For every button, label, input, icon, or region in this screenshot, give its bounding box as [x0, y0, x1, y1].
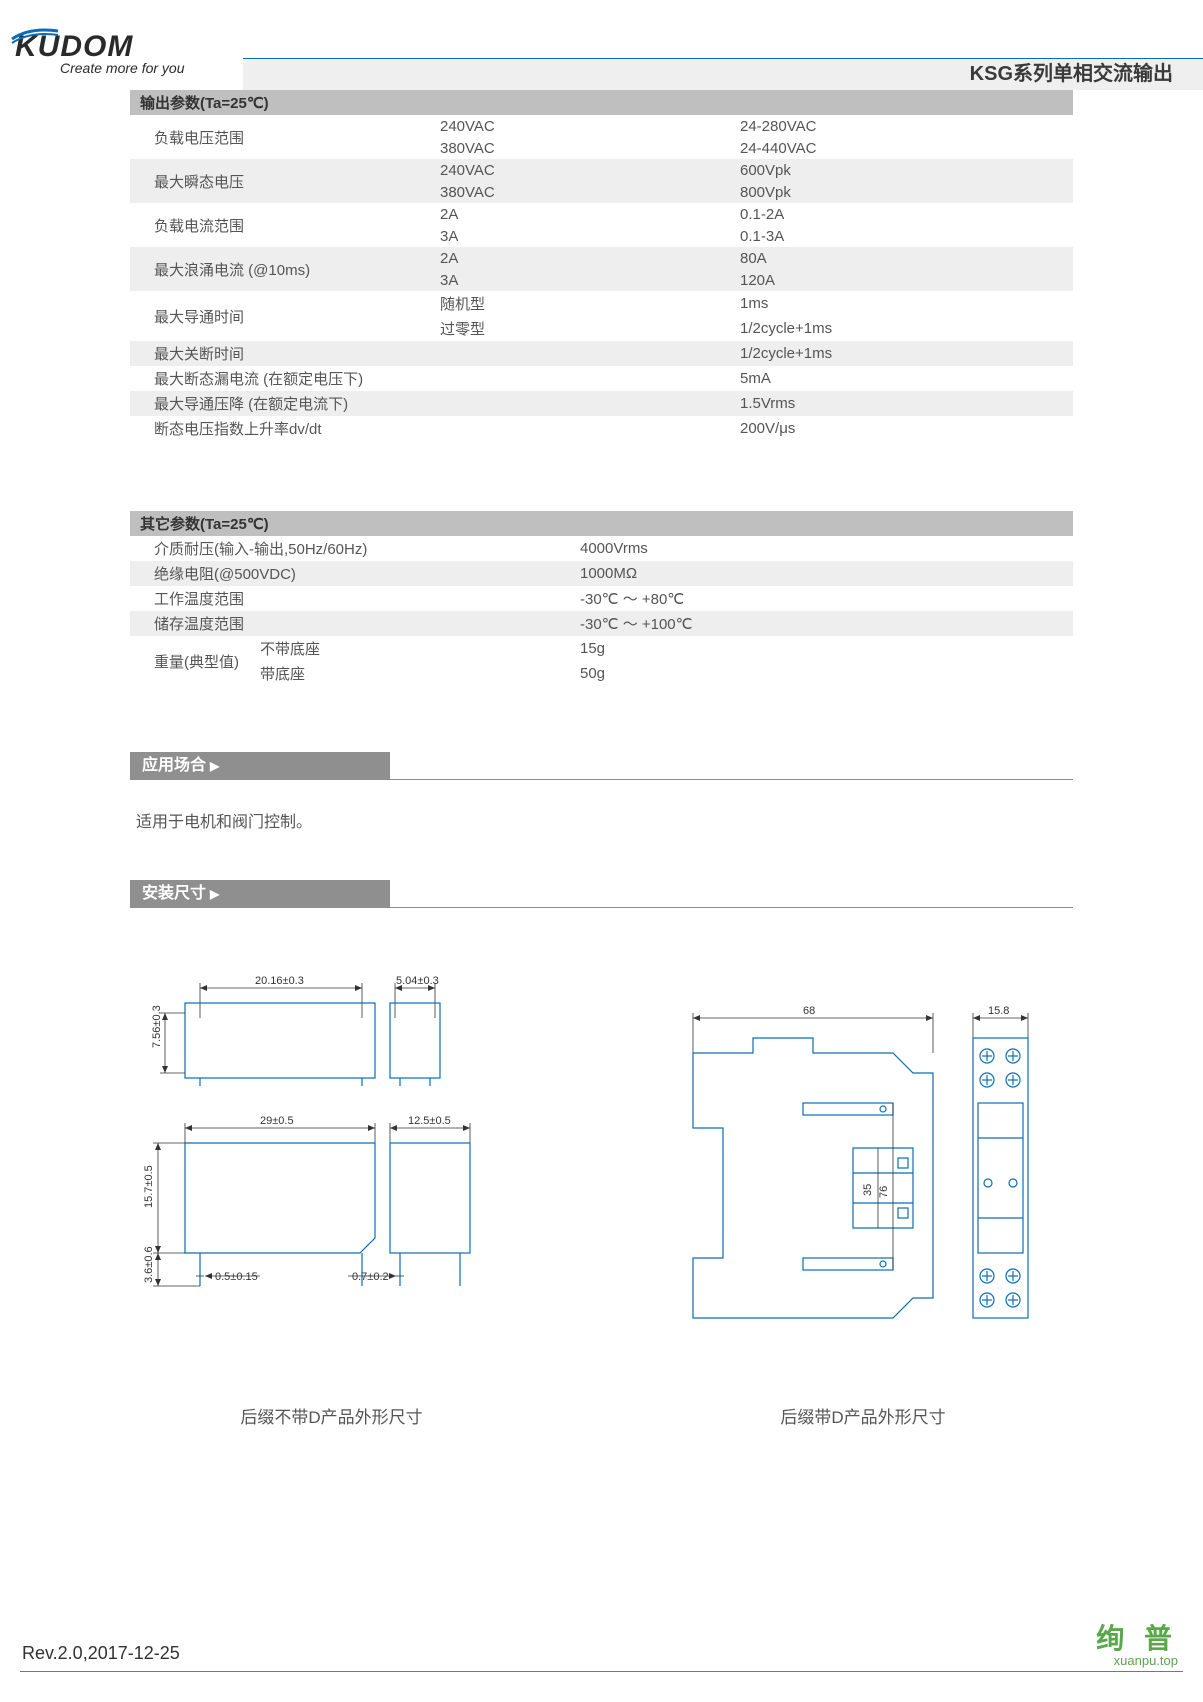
page-title: KSG系列单相交流输出 [243, 58, 1203, 90]
table-row: 最大导通时间随机型1ms [130, 291, 1073, 316]
table-row: 负载电流范围2A0.1-2A [130, 203, 1073, 225]
drawing-caption: 后缀不带D产品外形尺寸 [130, 1403, 533, 1428]
row-label: 重量(典型值) [130, 636, 250, 686]
chevron-right-icon: ▶ [210, 759, 219, 773]
dim-label: 12.5±0.5 [408, 1115, 451, 1127]
dimension-drawings: 20.16±0.3 5.04±0.3 [130, 968, 1073, 1428]
dim-label: 15.8 [988, 1005, 1009, 1017]
row-value: 120A [730, 269, 1073, 291]
table-row: 绝缘电阻(@500VDC)1000MΩ [130, 561, 1073, 586]
row-mid: 3A [430, 269, 730, 291]
table-header: 其它参数(Ta=25℃) [130, 511, 1073, 536]
row-value: 1/2cycle+1ms [730, 316, 1073, 341]
row-value: -30℃ ～ +80℃ [570, 586, 1073, 611]
table-row: 工作温度范围-30℃ ～ +80℃ [130, 586, 1073, 611]
row-label: 负载电压范围 [130, 115, 430, 159]
table-row: 最大关断时间1/2cycle+1ms [130, 341, 1073, 366]
row-mid: 240VAC [430, 159, 730, 181]
table-row: 储存温度范围-30℃ ～ +100℃ [130, 611, 1073, 636]
section-application-title: 应用场合▶ [130, 752, 390, 780]
row-mid: 不带底座 [250, 636, 570, 661]
row-value: 80A [730, 247, 1073, 269]
footer-brand: 绚 普 xuanpu.top [1096, 1617, 1178, 1668]
dim-label: 0.5±0.15 [215, 1271, 258, 1283]
row-value: 1000MΩ [570, 561, 1073, 586]
row-label: 介质耐压(输入-输出,50Hz/60Hz) [130, 536, 570, 561]
row-value: 1/2cycle+1ms [730, 341, 1073, 366]
table-row: 最大瞬态电压240VAC600Vpk [130, 159, 1073, 181]
other-params-table: 其它参数(Ta=25℃) 介质耐压(输入-输出,50Hz/60Hz)4000Vr… [130, 511, 1073, 686]
row-mid: 过零型 [430, 316, 730, 341]
table-row: 最大浪涌电流 (@10ms)2A80A [130, 247, 1073, 269]
table-row: 最大导通压降 (在额定电流下)1.5Vrms [130, 391, 1073, 416]
dim-label: 5.04±0.3 [396, 975, 439, 987]
table-row: 重量(典型值)不带底座15g [130, 636, 1073, 661]
logo: KUDOM Create more for you [15, 30, 185, 76]
row-value: 24-440VAC [730, 137, 1073, 159]
dim-label: 7.56±0.3 [151, 1005, 163, 1048]
table-row: 负载电压范围240VAC24-280VAC [130, 115, 1073, 137]
row-mid: 带底座 [250, 661, 570, 686]
row-mid: 3A [430, 225, 730, 247]
dim-label: 76 [878, 1186, 890, 1198]
row-label: 最大导通时间 [130, 291, 430, 341]
row-value: 600Vpk [730, 159, 1073, 181]
footer-divider [20, 1671, 1183, 1672]
row-mid: 2A [430, 203, 730, 225]
footer-revision: Rev.2.0,2017-12-25 [22, 1643, 180, 1664]
row-value: 0.1-2A [730, 203, 1073, 225]
row-label: 最大导通压降 (在额定电流下) [130, 391, 730, 416]
dim-label: 15.7±0.5 [143, 1165, 155, 1208]
dim-label: 3.6±0.6 [143, 1246, 155, 1283]
row-label: 绝缘电阻(@500VDC) [130, 561, 570, 586]
table-row: 带底座50g [130, 661, 1073, 686]
row-value: 50g [570, 661, 1073, 686]
drawing-with-d: 68 3 [653, 968, 1073, 1428]
row-value: 1ms [730, 291, 1073, 316]
row-mid: 240VAC [430, 115, 730, 137]
table-header: 输出参数(Ta=25℃) [130, 90, 1073, 115]
chevron-right-icon: ▶ [210, 887, 219, 901]
drawing-caption: 后缀带D产品外形尺寸 [653, 1403, 1073, 1428]
application-text: 适用于电机和阀门控制。 [130, 808, 1073, 832]
row-label: 最大浪涌电流 (@10ms) [130, 247, 430, 291]
table-row: 介质耐压(输入-输出,50Hz/60Hz)4000Vrms [130, 536, 1073, 561]
logo-tagline: Create more for you [60, 60, 185, 76]
row-mid: 随机型 [430, 291, 730, 316]
drawing-no-d: 20.16±0.3 5.04±0.3 [130, 968, 533, 1428]
row-mid: 380VAC [430, 181, 730, 203]
row-label: 工作温度范围 [130, 586, 570, 611]
row-value: 24-280VAC [730, 115, 1073, 137]
row-mid: 2A [430, 247, 730, 269]
table-row: 断态电压指数上升率dv/dt200V/μs [130, 416, 1073, 441]
row-label: 储存温度范围 [130, 611, 570, 636]
table-row: 最大断态漏电流 (在额定电压下)5mA [130, 366, 1073, 391]
dim-label: 20.16±0.3 [255, 975, 304, 987]
row-value: 0.1-3A [730, 225, 1073, 247]
row-value: 5mA [730, 366, 1073, 391]
output-params-table: 输出参数(Ta=25℃) 负载电压范围240VAC24-280VAC380VAC… [130, 90, 1073, 441]
row-label: 最大瞬态电压 [130, 159, 430, 203]
footer-brand-name: 绚 普 [1096, 1617, 1178, 1657]
dim-label: 35 [862, 1184, 874, 1196]
dim-label: 0.7±0.2 [352, 1271, 389, 1283]
row-value: 800Vpk [730, 181, 1073, 203]
row-value: -30℃ ～ +100℃ [570, 611, 1073, 636]
dim-label: 68 [803, 1005, 815, 1017]
row-value: 4000Vrms [570, 536, 1073, 561]
row-label: 断态电压指数上升率dv/dt [130, 416, 730, 441]
section-dimensions-title: 安装尺寸▶ [130, 880, 390, 908]
row-mid: 380VAC [430, 137, 730, 159]
row-value: 1.5Vrms [730, 391, 1073, 416]
page-header: KUDOM Create more for you KSG系列单相交流输出 [0, 0, 1203, 90]
dim-label: 29±0.5 [260, 1115, 294, 1127]
row-value: 15g [570, 636, 1073, 661]
row-label: 最大关断时间 [130, 341, 730, 366]
row-label: 负载电流范围 [130, 203, 430, 247]
row-value: 200V/μs [730, 416, 1073, 441]
row-label: 最大断态漏电流 (在额定电压下) [130, 366, 730, 391]
logo-swoosh-icon [10, 25, 60, 45]
